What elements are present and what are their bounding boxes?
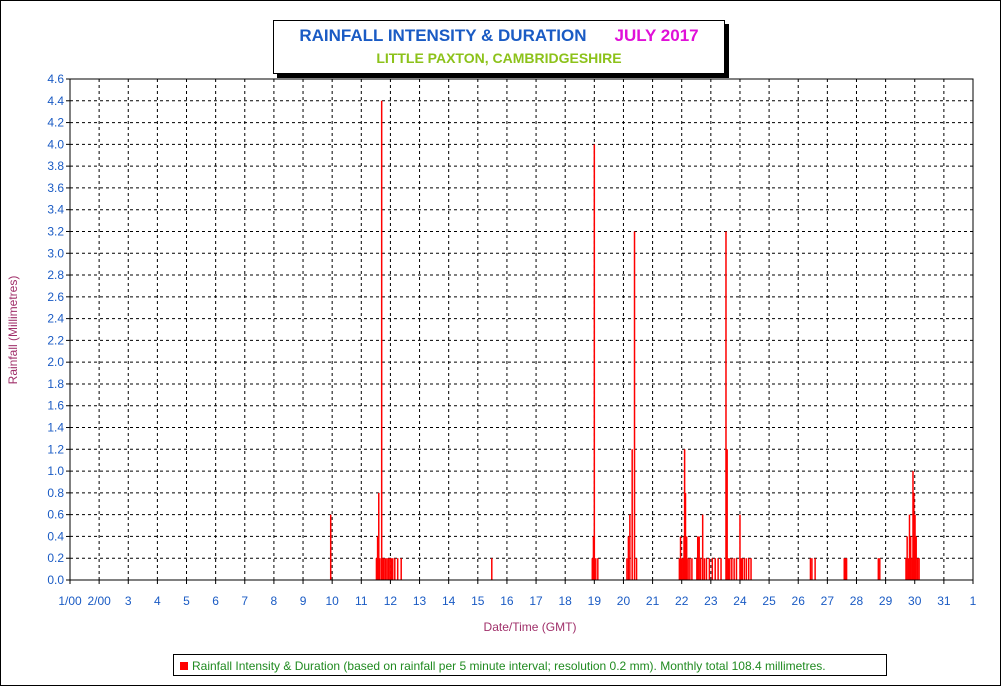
chart-title-month: JULY 2017 [614,26,699,45]
x-tick-label: 27 [821,594,835,608]
x-tick-label: 4 [154,594,161,608]
x-tick-label: 9 [300,594,307,608]
x-tick-label: 11 [355,594,368,608]
x-tick-label: 13 [413,594,427,608]
x-tick-label: 21 [646,594,660,608]
legend: Rainfall Intensity & Duration (based on … [173,654,887,676]
x-tick-label: 6 [212,594,219,608]
y-tick-label: 2.0 [47,355,64,369]
y-tick-label: 1.2 [47,442,64,456]
chart-title: RAINFALL INTENSITY & DURATION [299,26,587,45]
y-tick-label: 2.2 [47,333,64,347]
legend-swatch [180,662,188,670]
x-tick-label: 26 [792,594,806,608]
rain-bars [329,100,920,580]
x-tick-label: 29 [879,594,893,608]
y-tick-label: 2.4 [47,312,64,326]
title-box: RAINFALL INTENSITY & DURATION JULY 2017 L… [273,20,725,74]
y-tick-label: 2.8 [47,268,64,282]
y-tick-label: 4.4 [47,94,64,108]
y-tick-label: 2.6 [47,290,64,304]
x-tick-label: 18 [559,594,573,608]
x-tick-label: 15 [471,594,485,608]
y-tick-label: 3.0 [47,246,64,260]
y-tick-label: 1.8 [47,377,64,391]
y-tick-label: 4.2 [47,116,64,130]
x-tick-label: 12 [384,594,398,608]
x-tick-label: 16 [500,594,514,608]
y-tick-label: 0.8 [47,486,64,500]
x-tick-label: 2/00 [87,594,111,608]
y-tick-label: 3.4 [47,203,64,217]
x-tick-label: 5 [183,594,190,608]
y-tick-label: 0.6 [47,508,64,522]
x-tick-label: 7 [241,594,248,608]
y-tick-label: 0.0 [47,573,64,587]
x-tick-label: 23 [704,594,718,608]
x-axis-ticks: 1/00 2/00 3 4 5 6 7 8 9 10 11 12 13 14 15 16 17 18 19 20 21 2… [58,580,977,608]
y-tick-label: 3.6 [47,181,64,195]
plot-border [69,78,974,581]
x-tick-label: 1/00 [58,594,82,608]
legend-text: Rainfall Intensity & Duration (based on … [192,659,826,673]
x-tick-label: 8 [271,594,278,608]
chart-subtitle: LITTLE PAXTON, CAMBRIDGESHIRE [376,50,622,66]
y-axis-ticks: 0.0 0.2 0.4 0.6 0.8 1.0 1.2 1.4 1.6 1.8 2.0 2.2 2.4 2… [47,72,70,587]
y-tick-label: 1.4 [47,421,64,435]
x-tick-label: 10 [325,594,339,608]
y-tick-label: 4.0 [47,137,64,151]
y-axis-label: Rainfall (Millimetres) [6,275,20,385]
x-tick-label: 3 [125,594,132,608]
x-tick-label: 20 [617,594,631,608]
y-tick-label: 4.6 [47,72,64,86]
x-tick-label: 17 [529,594,543,608]
x-tick-label: 28 [850,594,864,608]
x-tick-label: 14 [442,594,456,608]
y-tick-label: 1.0 [47,464,64,478]
y-tick-label: 0.2 [47,551,64,565]
y-tick-label: 3.2 [47,224,64,238]
title-line: RAINFALL INTENSITY & DURATION JULY 2017 [274,26,724,46]
x-tick-label: 25 [762,594,776,608]
y-tick-label: 3.8 [47,159,64,173]
x-axis-label: Date/Time (GMT) [483,620,577,634]
y-tick-label: 0.4 [47,529,64,543]
x-tick-label: 24 [733,594,747,608]
grid [70,79,973,580]
x-tick-label: 31 [937,594,951,608]
y-tick-label: 1.6 [47,399,64,413]
plot-area [70,79,973,580]
x-tick-label: 22 [675,594,689,608]
x-tick-label: 1 [970,594,977,608]
x-tick-label: 30 [908,594,922,608]
x-tick-label: 19 [588,594,602,608]
